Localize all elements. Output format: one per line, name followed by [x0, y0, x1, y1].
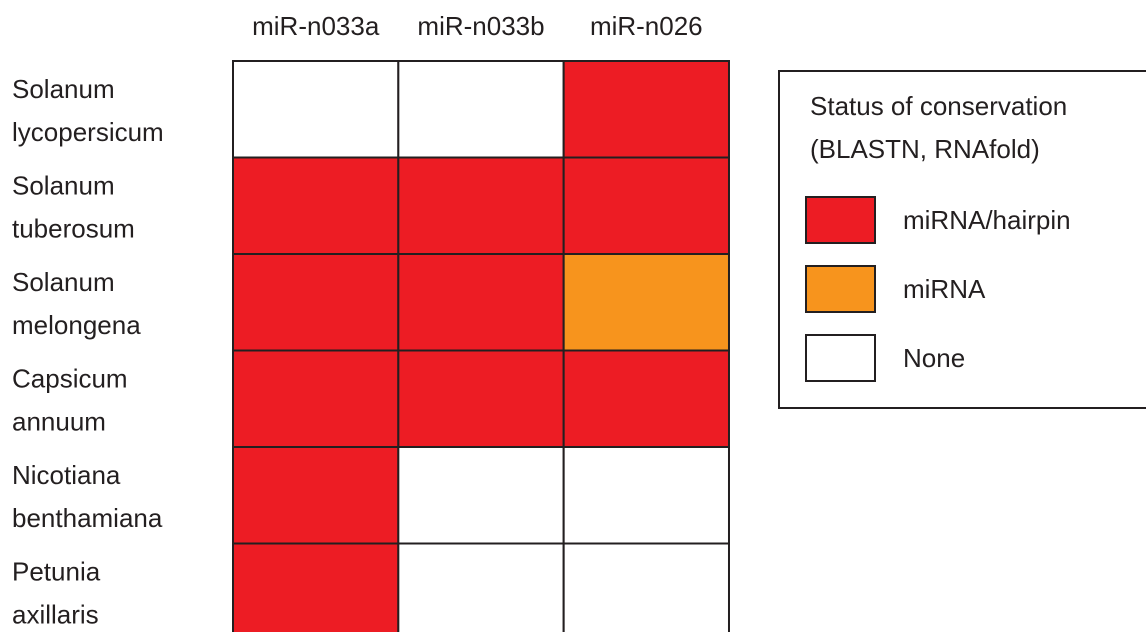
heatmap-cell [232, 60, 400, 159]
row-label-line1: Petunia [12, 557, 101, 587]
heatmap-cell [397, 253, 565, 352]
row-label-line1: Capsicum [12, 364, 128, 394]
row-label-line2: benthamiana [12, 503, 163, 533]
heatmap-cell [397, 156, 565, 255]
heatmap-cell [232, 253, 400, 352]
heatmap-cell [232, 542, 400, 632]
heatmap-cell [397, 349, 565, 448]
legend-swatch [805, 334, 876, 382]
legend-label: None [903, 343, 965, 373]
legend-title-line2: (BLASTN, RNAfold) [810, 134, 1040, 164]
heatmap-cell [232, 446, 400, 545]
row-label-line2: lycopersicum [12, 117, 164, 147]
heatmap-cell [397, 60, 565, 159]
heatmap-cell [562, 156, 730, 255]
row-label-line2: annuum [12, 407, 106, 437]
row-label-line2: axillaris [12, 600, 99, 630]
heatmap-cell [562, 446, 730, 545]
legend-title-line1: Status of conservation [810, 91, 1067, 121]
row-labels: Solanum lycopersicum Solanum tuberosum Solan… [12, 74, 164, 630]
row-label-line1: Solanum [12, 267, 115, 297]
heatmap-cell [232, 349, 400, 448]
row-label-line2: tuberosum [12, 214, 135, 244]
heatmap-cell [232, 156, 400, 255]
row-label-line2: melongena [12, 310, 141, 340]
legend-swatch [805, 265, 876, 313]
heatmap-cell [562, 60, 730, 159]
legend: Status of conservation (BLASTN, RNAfold)… [778, 70, 1146, 409]
column-label: miR-n033b [417, 11, 544, 41]
column-labels: miR-n033a miR-n033b miR-n026 [252, 11, 703, 41]
row-label-line1: Solanum [12, 171, 115, 201]
heatmap-cells [232, 60, 730, 632]
legend-items: miRNA/hairpin miRNA None [805, 196, 1071, 382]
row-label-line1: Nicotiana [12, 460, 121, 490]
row-label-line1: Solanum [12, 74, 115, 104]
legend-label: miRNA/hairpin [903, 205, 1071, 235]
heatmap-cell [397, 446, 565, 545]
column-label: miR-n026 [590, 11, 703, 41]
column-label: miR-n033a [252, 11, 380, 41]
heatmap-cell [397, 542, 565, 632]
legend-swatch [805, 196, 876, 244]
heatmap-cell [562, 349, 730, 448]
heatmap-cell [562, 253, 730, 352]
heatmap-cell [562, 542, 730, 632]
legend-label: miRNA [903, 274, 986, 304]
